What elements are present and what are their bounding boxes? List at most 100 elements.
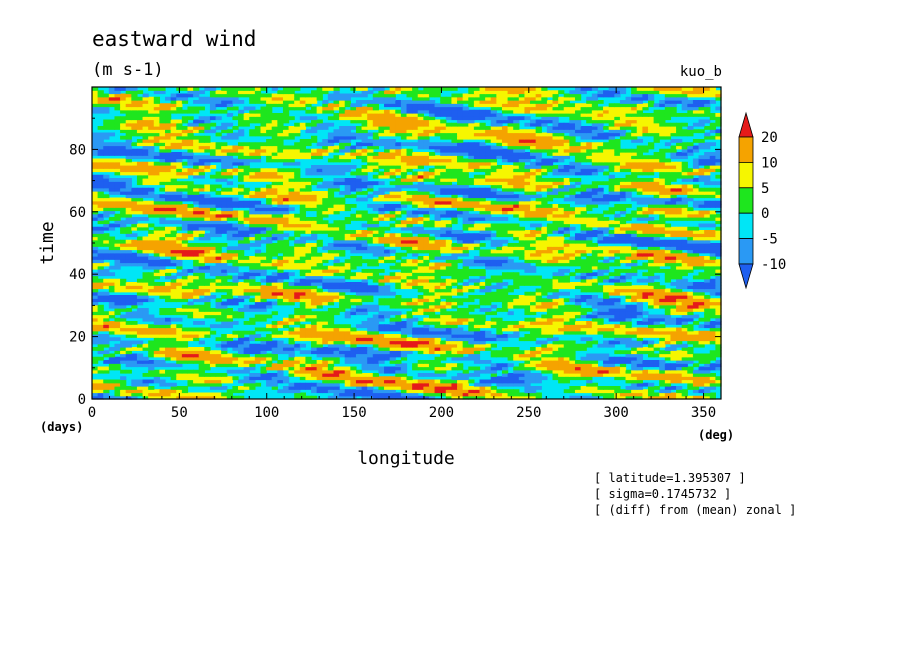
field-cell [400,301,408,306]
field-cell [513,327,520,332]
field-cell [681,226,688,231]
field-cell [440,246,447,251]
field-cell [479,389,486,394]
field-cell [97,291,104,296]
field-cell [103,239,110,244]
field-cell [614,252,621,257]
field-cell [350,356,357,361]
field-cell [136,295,144,299]
field-cell [462,340,469,345]
field-cell [496,308,503,312]
field-cell [97,392,104,397]
field-cell [423,243,430,247]
field-cell [327,356,335,361]
field-cell [372,389,380,394]
field-cell [440,243,447,247]
field-cell [681,311,688,316]
field-cell [664,291,672,296]
field-cell [215,392,222,397]
field-cell [159,389,166,394]
field-cell [97,382,104,387]
field-cell [496,252,503,257]
field-cell [288,366,295,371]
field-cell [170,311,177,316]
field-cell [535,213,542,218]
field-cell [423,256,430,260]
field-cell [254,259,262,264]
field-cell [676,213,683,218]
field-cell [558,330,565,335]
field-cell [142,246,149,251]
field-cell [316,376,323,381]
field-cell [670,230,677,234]
field-cell [659,233,666,238]
field-cell [277,343,284,348]
field-cell [670,334,677,338]
field-cell [97,259,104,264]
field-cell [715,308,722,312]
field-cell [311,249,318,254]
field-cell [277,256,284,260]
field-cell [148,347,155,351]
field-cell [97,324,104,329]
field-cell [299,269,307,273]
field-cell [221,243,228,247]
field-cell [159,246,166,251]
field-cell [552,291,559,296]
field-cell [704,395,711,400]
field-cell [541,308,548,312]
field-cell [339,226,346,231]
field-cell [704,369,711,374]
field-cell [378,311,385,316]
field-cell [395,379,402,384]
field-cell [344,282,351,286]
field-cell [187,327,194,332]
field-cell [440,262,447,267]
field-cell [350,337,357,342]
field-cell [165,252,172,257]
field-cell [518,246,526,251]
field-cell [355,334,363,338]
field-cell [193,226,200,231]
field-cell [597,226,604,231]
field-cell [277,288,284,293]
field-cell [709,324,716,329]
field-cell [221,230,228,234]
field-cell [193,210,200,215]
field-cell [367,389,374,394]
field-cell [153,239,160,244]
field-cell [428,282,436,286]
field-cell [563,340,570,345]
field-cell [159,350,166,355]
field-cell [193,330,200,335]
field-cell [221,392,228,397]
field-cell [159,239,166,244]
field-cell [681,373,688,377]
field-cell [378,314,385,319]
field-cell [103,350,110,355]
field-cell [153,395,160,400]
field-cell [271,275,278,280]
field-cell [664,275,672,280]
field-cell [120,243,127,247]
field-cell [406,389,413,394]
field-cell [271,379,278,384]
field-cell [400,259,408,264]
field-cell [563,269,570,273]
field-cell [457,366,464,371]
field-cell [457,356,464,361]
field-cell [664,311,672,316]
field-cell [221,353,228,358]
field-cell [97,262,104,267]
field-cell [170,285,177,290]
field-cell [288,298,295,303]
field-cell [406,217,413,221]
field-cell [136,301,144,306]
field-cell [294,343,301,348]
field-cell [243,226,250,231]
field-cell [243,243,250,247]
field-cell [647,330,655,335]
field-cell [715,311,722,316]
field-cell [120,298,127,303]
field-cell [485,278,492,283]
